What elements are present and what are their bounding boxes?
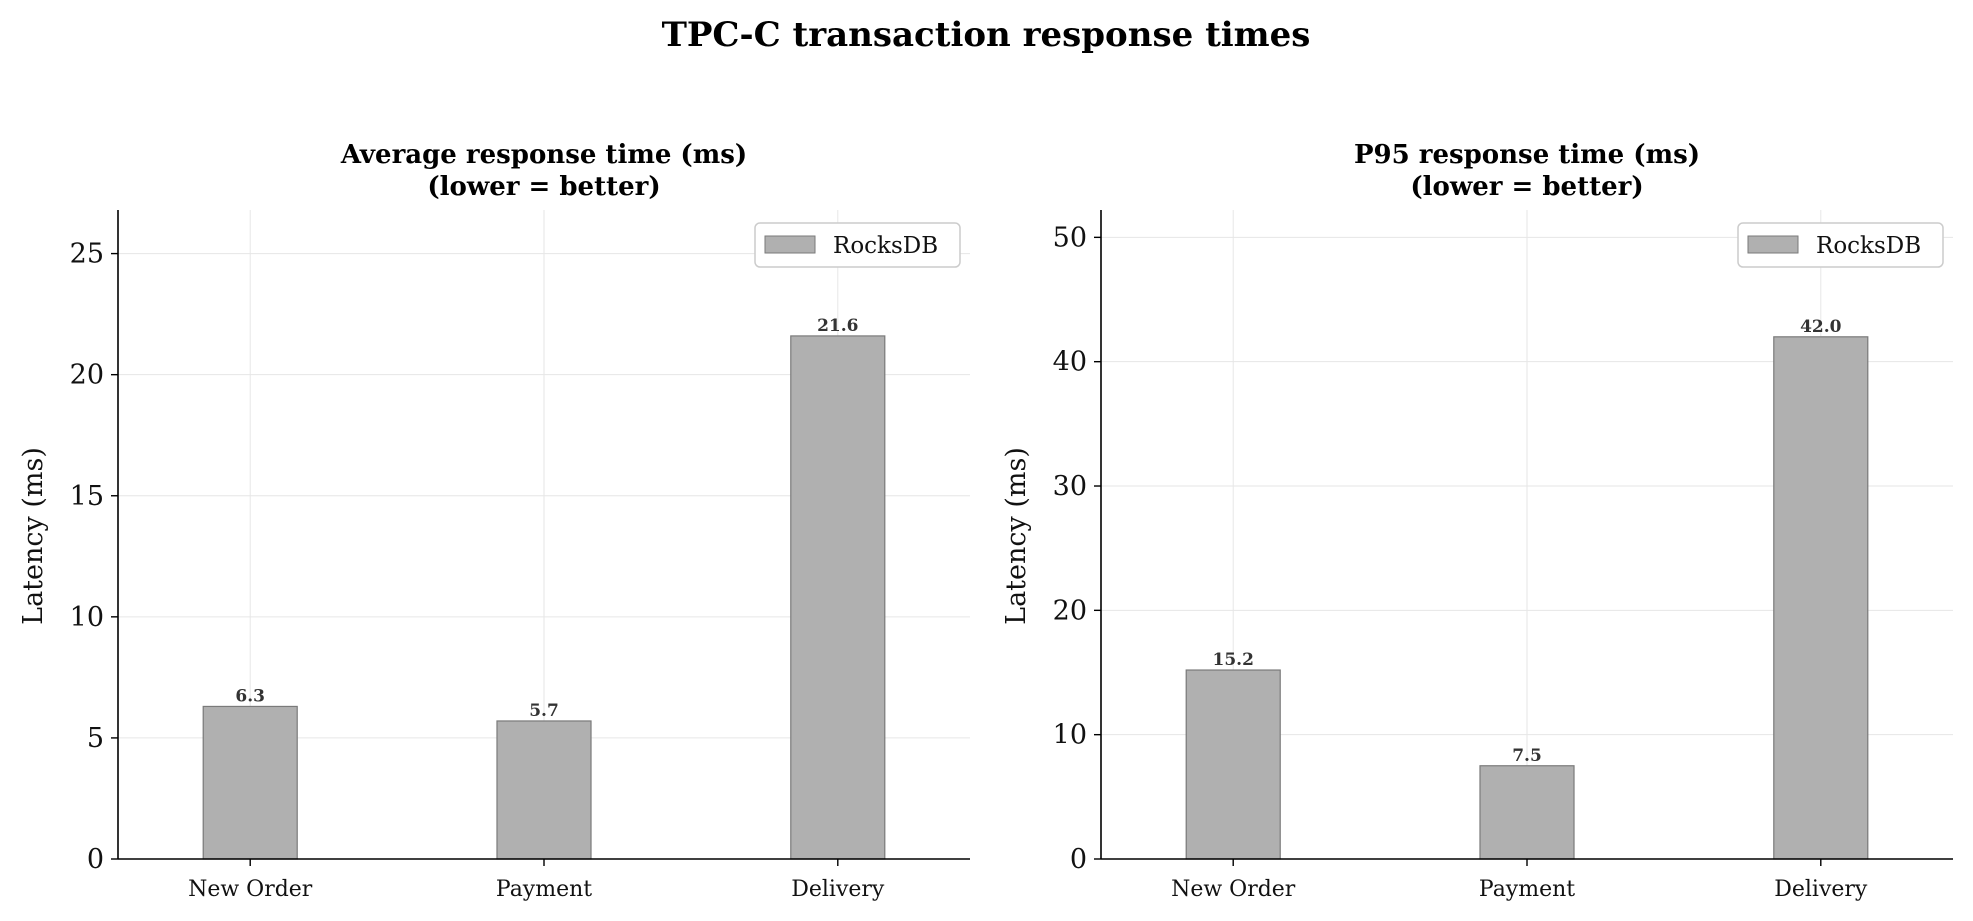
y-tick-label: 20	[70, 360, 104, 391]
legend-swatch	[1747, 235, 1799, 254]
panel-title-line-2: (lower = better)	[1410, 172, 1643, 202]
chart-panel-average: Average response time (ms) (lower = bett…	[18, 140, 970, 902]
x-tick-label: New Order	[1171, 877, 1296, 902]
x-tick-label: Payment	[496, 877, 592, 902]
data-label: 21.6	[817, 316, 858, 336]
x-tick-label: New Order	[188, 877, 313, 902]
y-axis-label: Latency (ms)	[1001, 447, 1032, 625]
y-tick-label: 20	[1053, 595, 1087, 626]
bar-new-order	[202, 705, 298, 860]
plot-area: 6.3 5.7 21.6 0 5 10 15 20 25 New Order Payment Deli…	[70, 210, 970, 902]
y-axis-label: Latency (ms)	[18, 447, 49, 625]
chart-panel-p95: P95 response time (ms) (lower = better) …	[1001, 140, 1953, 902]
y-tick-label: 30	[1053, 471, 1087, 502]
bar-payment	[496, 720, 592, 860]
y-tick-label: 50	[1053, 222, 1087, 253]
panel-title-line-2: (lower = better)	[427, 172, 660, 202]
y-tick-label: 5	[87, 723, 104, 754]
y-tick-label: 25	[70, 239, 104, 270]
data-label: 15.2	[1213, 650, 1254, 670]
bar-payment	[1479, 765, 1575, 860]
panel-title-line-1: Average response time (ms)	[340, 140, 747, 170]
y-tick-label: 10	[70, 602, 104, 633]
y-tick-label: 15	[70, 481, 104, 512]
bar-delivery	[1773, 336, 1869, 860]
legend-box	[1737, 222, 1944, 268]
legend-label: RocksDB	[1816, 233, 1921, 259]
bar-new-order	[1185, 669, 1281, 860]
y-tick-label: 10	[1053, 720, 1087, 751]
figure-title: TPC-C transaction response times	[662, 15, 1311, 55]
y-tick-label: 0	[87, 844, 104, 875]
x-tick-label: Payment	[1479, 877, 1575, 902]
legend: RocksDB	[754, 222, 961, 268]
x-tick-label: Delivery	[791, 877, 885, 902]
bar-delivery	[790, 335, 886, 860]
legend-box	[754, 222, 961, 268]
legend-label: RocksDB	[833, 233, 938, 259]
data-label: 42.0	[1800, 317, 1842, 337]
plot-area: 15.2 7.5 42.0 0 10 20 30 40 50 New Order Payment De…	[1053, 210, 1953, 902]
panel-title-line-1: P95 response time (ms)	[1354, 140, 1700, 170]
x-tick-label: Delivery	[1774, 877, 1868, 902]
legend-swatch	[764, 235, 816, 254]
data-label: 5.7	[529, 701, 559, 721]
y-tick-label: 0	[1070, 844, 1087, 875]
data-label: 6.3	[235, 686, 265, 706]
data-label: 7.5	[1512, 746, 1542, 766]
legend: RocksDB	[1737, 222, 1944, 268]
y-tick-label: 40	[1053, 347, 1087, 378]
